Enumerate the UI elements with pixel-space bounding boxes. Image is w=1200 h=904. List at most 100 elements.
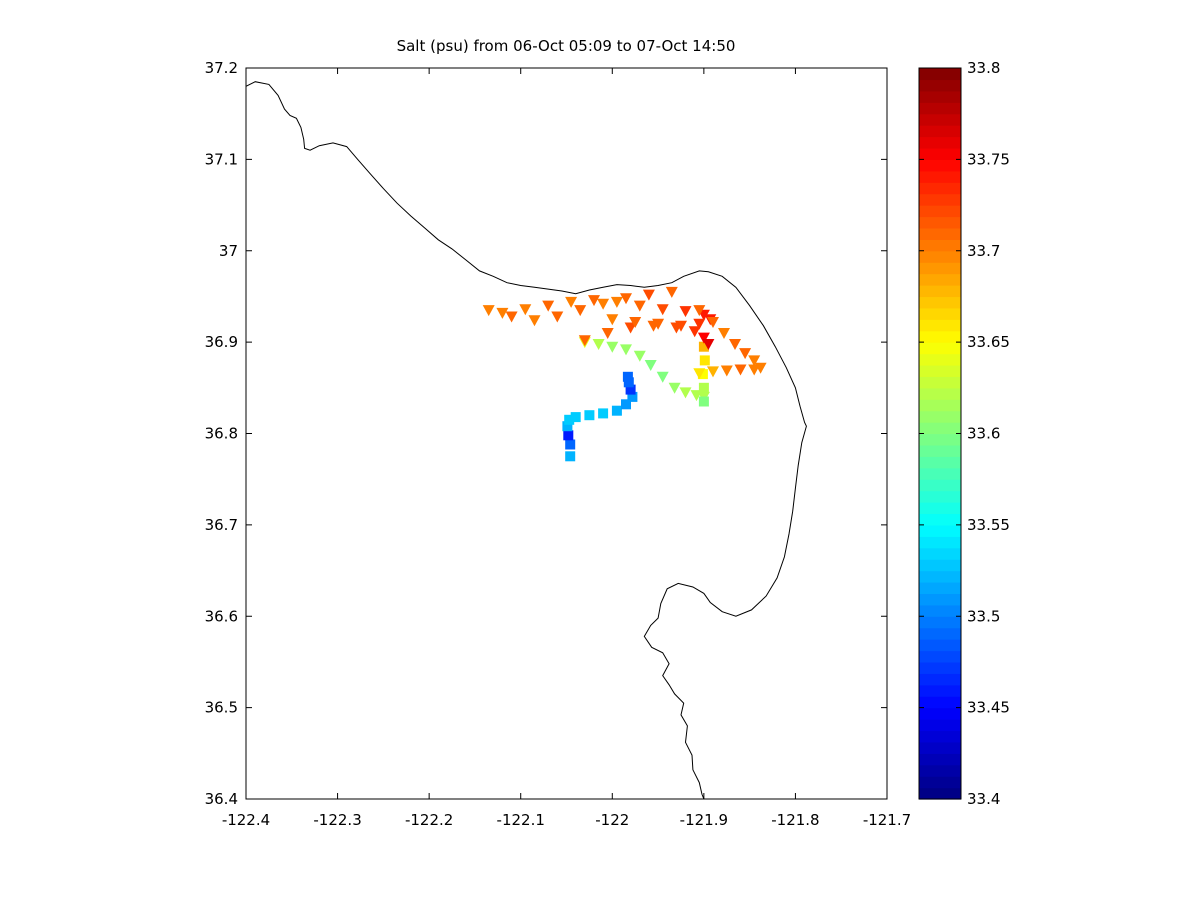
colorbar-band [919, 719, 961, 732]
track-segment [482, 286, 678, 327]
salinity-point [693, 305, 706, 317]
colorbar-band [919, 353, 961, 366]
salinity-point [644, 360, 657, 371]
colorbar-band [919, 227, 961, 240]
salinity-point [565, 296, 578, 308]
colorbar-band [919, 193, 961, 206]
salinity-point [625, 384, 636, 395]
colorbar-band [919, 707, 961, 720]
colorbar-band [919, 502, 961, 515]
y-tick-label: 37.1 [205, 150, 238, 168]
colorbar-band [919, 570, 961, 583]
colorbar-tick-label: 33.75 [967, 150, 1010, 168]
salinity-point [697, 369, 708, 380]
salinity-point [564, 414, 575, 425]
colorbar-band [919, 479, 961, 492]
colorbar-band [919, 136, 961, 149]
y-tick-label: 36.4 [205, 790, 238, 808]
colorbar-band [919, 159, 961, 172]
colorbar-band [919, 273, 961, 286]
colorbar-band [919, 319, 961, 332]
colorbar-band [919, 741, 961, 754]
colorbar-band [919, 661, 961, 674]
salinity-point [551, 311, 564, 323]
colorbar-band [919, 581, 961, 594]
salinity-point [574, 305, 587, 317]
colorbar-tick-label: 33.4 [967, 790, 1000, 808]
colorbar-band [919, 559, 961, 572]
y-axis-ticks: 36.4 36.5 36.6 36.7 36.8 36.9 37 37.1 37.2 [205, 59, 887, 808]
colorbar-band [919, 490, 961, 503]
salinity-point [668, 382, 681, 394]
colorbar-band [919, 513, 961, 526]
colorbar-band [919, 262, 961, 275]
salinity-point [642, 289, 655, 301]
salinity-point [565, 439, 576, 450]
salinity-point [633, 350, 646, 362]
colorbar-band [919, 684, 961, 697]
x-tick-label: -122.4 [222, 811, 270, 829]
colorbar-band [919, 342, 961, 355]
colorbar-band [919, 410, 961, 423]
salinity-point [720, 365, 733, 377]
colorbar-band [919, 696, 961, 709]
colorbar-band [919, 524, 961, 537]
colorbar-band [919, 387, 961, 400]
colorbar-tick-label: 33.8 [967, 59, 1000, 77]
salinity-point [528, 315, 541, 327]
x-tick-label: -121.9 [680, 811, 728, 829]
colorbar-band [919, 673, 961, 686]
track-segment [562, 371, 638, 462]
colorbar: 33.4 33.45 33.5 33.55 33.6 33.65 33.7 33.75 33.8 [918, 59, 1010, 808]
salinity-point [739, 348, 752, 360]
salinity-point [496, 307, 509, 319]
salinity-point [656, 304, 669, 316]
salinity-point [578, 335, 591, 347]
salinity-point [679, 387, 692, 399]
colorbar-tick-label: 33.55 [967, 516, 1010, 534]
salinity-point [702, 339, 715, 350]
salinity-point [748, 364, 761, 376]
y-tick-label: 36.8 [205, 425, 238, 443]
colorbar-band [919, 627, 961, 640]
colorbar-band [919, 113, 961, 126]
salinity-point [688, 326, 701, 338]
salinity-point [562, 421, 573, 432]
salinity-point [698, 382, 709, 393]
salinity-point [679, 306, 692, 318]
colorbar-band [919, 90, 961, 103]
salinity-point [588, 295, 600, 307]
salinity-point [629, 317, 642, 328]
salinity-point [734, 364, 747, 376]
colorbar-band [919, 79, 961, 92]
colorbar-tick-label: 33.6 [967, 425, 1000, 443]
salinity-point [542, 300, 555, 312]
salinity-point [627, 391, 638, 402]
salinity-point [620, 293, 632, 305]
colorbar-band [919, 102, 961, 115]
salinity-point [597, 298, 610, 310]
colorbar-band [919, 364, 961, 377]
colorbar-band [919, 593, 961, 606]
colorbar-band [919, 239, 961, 252]
salinity-point [698, 341, 709, 352]
colorbar-band [919, 68, 961, 81]
salinity-point [675, 320, 687, 332]
y-tick-label: 36.6 [205, 607, 238, 625]
salinity-point [697, 332, 710, 344]
salinity-point [482, 305, 495, 317]
salinity-point [563, 430, 574, 441]
chart-title: Salt (psu) from 06-Oct 05:09 to 07-Oct 1… [397, 37, 736, 55]
y-tick-label: 37 [219, 242, 238, 260]
salinity-point [665, 286, 678, 298]
salinity-point [592, 339, 605, 350]
y-tick-label: 37.2 [205, 59, 238, 77]
y-tick-label: 36.5 [205, 699, 238, 717]
x-tick-label: -121.7 [863, 811, 911, 829]
salinity-point [606, 314, 619, 326]
colorbar-band [919, 604, 961, 617]
colorbar-band [919, 730, 961, 743]
colorbar-band [919, 182, 961, 195]
colorbar-band [919, 376, 961, 389]
colorbar-band [919, 216, 961, 229]
